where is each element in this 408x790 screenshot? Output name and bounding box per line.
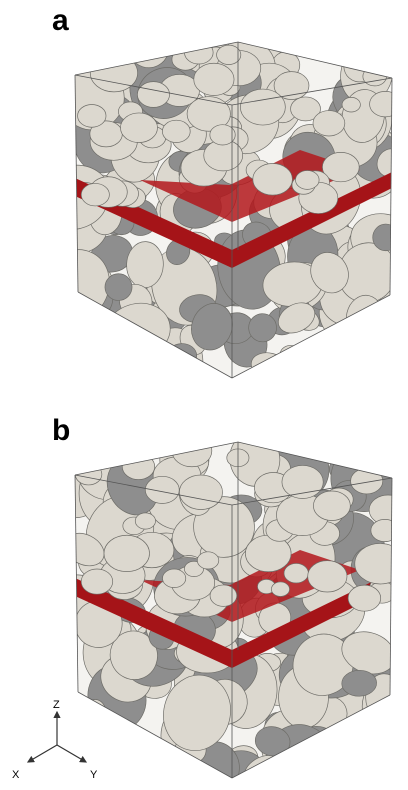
particle <box>104 535 149 571</box>
particle <box>75 322 133 375</box>
particle <box>197 552 218 569</box>
particle <box>163 569 186 588</box>
particles <box>32 20 408 411</box>
z-label: Z <box>53 699 60 711</box>
y-label: Y <box>90 769 98 781</box>
render-b <box>45 428 408 790</box>
particle <box>371 519 399 541</box>
particle <box>358 757 401 790</box>
particle <box>78 104 106 127</box>
particle <box>350 335 395 381</box>
x-label: X <box>12 769 20 781</box>
particle <box>184 41 213 64</box>
particle <box>296 171 320 190</box>
particle <box>369 315 408 352</box>
particle <box>296 736 351 784</box>
x-axis <box>28 745 57 762</box>
particle <box>308 561 347 592</box>
particle <box>105 273 133 301</box>
particle <box>45 724 116 790</box>
particle <box>194 63 234 95</box>
particle <box>210 585 237 606</box>
panel-label: a <box>52 4 69 37</box>
particle <box>314 737 361 787</box>
particle <box>297 350 343 395</box>
particle <box>145 476 179 503</box>
particle <box>240 89 285 125</box>
particle <box>313 491 350 521</box>
particle <box>179 475 222 509</box>
particle <box>353 33 397 68</box>
particle <box>210 125 235 145</box>
particle <box>307 734 346 779</box>
particle <box>351 327 390 358</box>
y-axis <box>57 745 86 762</box>
particle <box>141 351 175 383</box>
particle <box>363 67 387 86</box>
particle <box>217 45 241 64</box>
particle <box>162 120 190 142</box>
particle <box>90 54 137 92</box>
particle <box>372 224 399 251</box>
particles <box>45 428 408 790</box>
particle <box>172 435 212 467</box>
particle <box>331 747 362 773</box>
particle <box>370 91 402 116</box>
render-a <box>32 20 408 411</box>
particle <box>84 699 106 724</box>
particle <box>120 113 157 143</box>
particle <box>253 163 293 195</box>
particle <box>282 465 323 498</box>
particle <box>342 97 360 112</box>
panel-label: b <box>52 414 70 447</box>
particle <box>355 543 406 584</box>
particle <box>81 183 109 206</box>
axes-triad: Z X Y <box>12 699 98 781</box>
particle <box>337 759 370 790</box>
particle <box>360 38 403 72</box>
particle <box>370 721 397 744</box>
particle <box>284 563 308 583</box>
particle <box>137 82 169 108</box>
particle <box>110 734 171 790</box>
particle <box>319 734 359 776</box>
figure: a b Z X Y <box>0 0 408 790</box>
particle <box>122 454 154 480</box>
particle <box>81 569 112 594</box>
particle <box>348 585 381 611</box>
particle <box>323 725 370 775</box>
particle <box>135 513 155 529</box>
particle <box>313 111 345 136</box>
particle <box>271 582 289 597</box>
particle <box>68 344 101 383</box>
particle <box>71 444 98 466</box>
